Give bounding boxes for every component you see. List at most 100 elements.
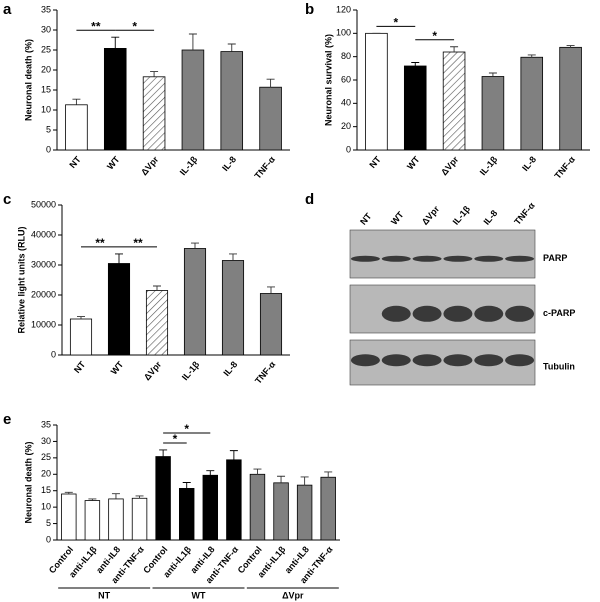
error-bar bbox=[72, 98, 81, 105]
y-axis-label: Neuronal survival (%) bbox=[323, 34, 333, 126]
y-tick-label: 35 bbox=[41, 419, 51, 429]
y-tick-label: 5 bbox=[46, 518, 51, 528]
significance-label: * bbox=[173, 432, 178, 446]
error-bar bbox=[227, 43, 236, 52]
y-axis-label: Neuronal death (%) bbox=[23, 39, 33, 121]
band-label: PARP bbox=[543, 253, 567, 263]
error-bar bbox=[253, 468, 262, 475]
error-bar bbox=[450, 46, 459, 52]
lane-label: NT bbox=[358, 211, 374, 227]
bar bbox=[320, 476, 336, 541]
error-bar bbox=[266, 78, 275, 88]
error-bar bbox=[267, 286, 275, 294]
blot-band bbox=[381, 255, 411, 262]
y-tick-label: 10000 bbox=[31, 319, 56, 329]
y-tick-label: 80 bbox=[341, 51, 351, 61]
y-tick-label: 40 bbox=[341, 98, 351, 108]
x-tick-label: IL-1β bbox=[180, 359, 202, 382]
blot-band bbox=[443, 255, 473, 262]
blot-band bbox=[505, 354, 535, 367]
y-tick-label: 20 bbox=[41, 64, 51, 74]
x-tick-label: TNF-α bbox=[553, 154, 578, 181]
error-bar bbox=[188, 33, 197, 50]
x-tick-label: TNF-α bbox=[253, 154, 278, 181]
blot-panel bbox=[349, 339, 536, 386]
significance-label: * bbox=[432, 29, 437, 43]
y-tick-label: 0 bbox=[346, 144, 351, 154]
x-tick-label: IL-1β bbox=[478, 154, 500, 177]
bar bbox=[296, 484, 313, 541]
lane-label: IL-8 bbox=[481, 208, 499, 227]
significance-label: ** bbox=[133, 236, 143, 250]
bar bbox=[103, 48, 127, 151]
y-tick-label: 5 bbox=[46, 124, 51, 134]
y-tick-label: 25 bbox=[41, 44, 51, 54]
bar bbox=[226, 459, 242, 541]
significance-label: * bbox=[393, 16, 398, 30]
blot-band bbox=[412, 255, 442, 262]
bar bbox=[69, 318, 93, 356]
panel-letter: e bbox=[3, 411, 11, 428]
y-tick-label: 20 bbox=[341, 121, 351, 131]
blot-band bbox=[381, 305, 411, 322]
bar bbox=[249, 473, 266, 541]
y-tick-label: 15 bbox=[41, 485, 51, 495]
y-axis-label: Neuronal death (%) bbox=[23, 441, 33, 523]
x-tick-label: NT bbox=[367, 154, 383, 170]
blot-band bbox=[350, 255, 380, 262]
significance-label: * bbox=[184, 422, 189, 436]
y-tick-label: 60 bbox=[341, 74, 351, 84]
bar bbox=[131, 497, 148, 541]
error-bar bbox=[191, 242, 199, 249]
blot-panel bbox=[349, 284, 536, 334]
y-tick-label: 15 bbox=[41, 84, 51, 94]
x-tick-label: IL-1β bbox=[178, 154, 200, 177]
x-tick-label: IL-8 bbox=[520, 154, 538, 173]
bar bbox=[481, 76, 505, 151]
y-tick-label: 35 bbox=[41, 4, 51, 14]
y-tick-label: 0 bbox=[46, 534, 51, 544]
y-tick-label: 30 bbox=[41, 24, 51, 34]
significance-label: ** bbox=[91, 19, 101, 33]
y-tick-label: 30 bbox=[41, 436, 51, 446]
y-tick-label: 10 bbox=[41, 104, 51, 114]
blot-band bbox=[412, 354, 442, 367]
error-bar bbox=[229, 253, 237, 261]
bar bbox=[365, 32, 388, 151]
y-tick-label: 20 bbox=[41, 469, 51, 479]
bar bbox=[155, 456, 171, 541]
blot-band bbox=[474, 354, 504, 367]
error-bar bbox=[277, 475, 286, 483]
error-bar bbox=[150, 71, 159, 77]
y-tick-label: 20000 bbox=[31, 289, 56, 299]
error-bar bbox=[135, 495, 144, 499]
x-tick-label: WT bbox=[109, 359, 126, 377]
bar bbox=[183, 248, 207, 356]
y-tick-label: 120 bbox=[336, 4, 351, 14]
x-tick-label: WT bbox=[105, 154, 122, 172]
error-bar bbox=[115, 253, 123, 264]
bar bbox=[221, 260, 245, 356]
error-bar bbox=[111, 493, 120, 499]
y-tick-label: 100 bbox=[336, 28, 351, 38]
bar bbox=[61, 493, 77, 541]
error-bar bbox=[88, 498, 97, 501]
bar bbox=[520, 56, 544, 151]
significance-label: * bbox=[132, 19, 137, 33]
significance-label: ** bbox=[95, 236, 105, 250]
lane-label: TNF-α bbox=[512, 200, 537, 227]
bar bbox=[178, 488, 195, 541]
x-tick-label: TNF-α bbox=[253, 359, 278, 386]
panel-letter: a bbox=[3, 1, 12, 18]
blot-band bbox=[505, 255, 535, 262]
bar bbox=[273, 482, 289, 541]
bar bbox=[202, 474, 219, 541]
group-label: ΔVpr bbox=[282, 590, 304, 600]
band-label: Tubulin bbox=[543, 361, 575, 371]
blot-band bbox=[474, 305, 504, 322]
y-tick-label: 25 bbox=[41, 452, 51, 462]
lane-label: IL-1β bbox=[451, 204, 473, 227]
bar bbox=[108, 498, 124, 541]
group-label: NT bbox=[98, 590, 110, 600]
bar bbox=[107, 263, 131, 356]
